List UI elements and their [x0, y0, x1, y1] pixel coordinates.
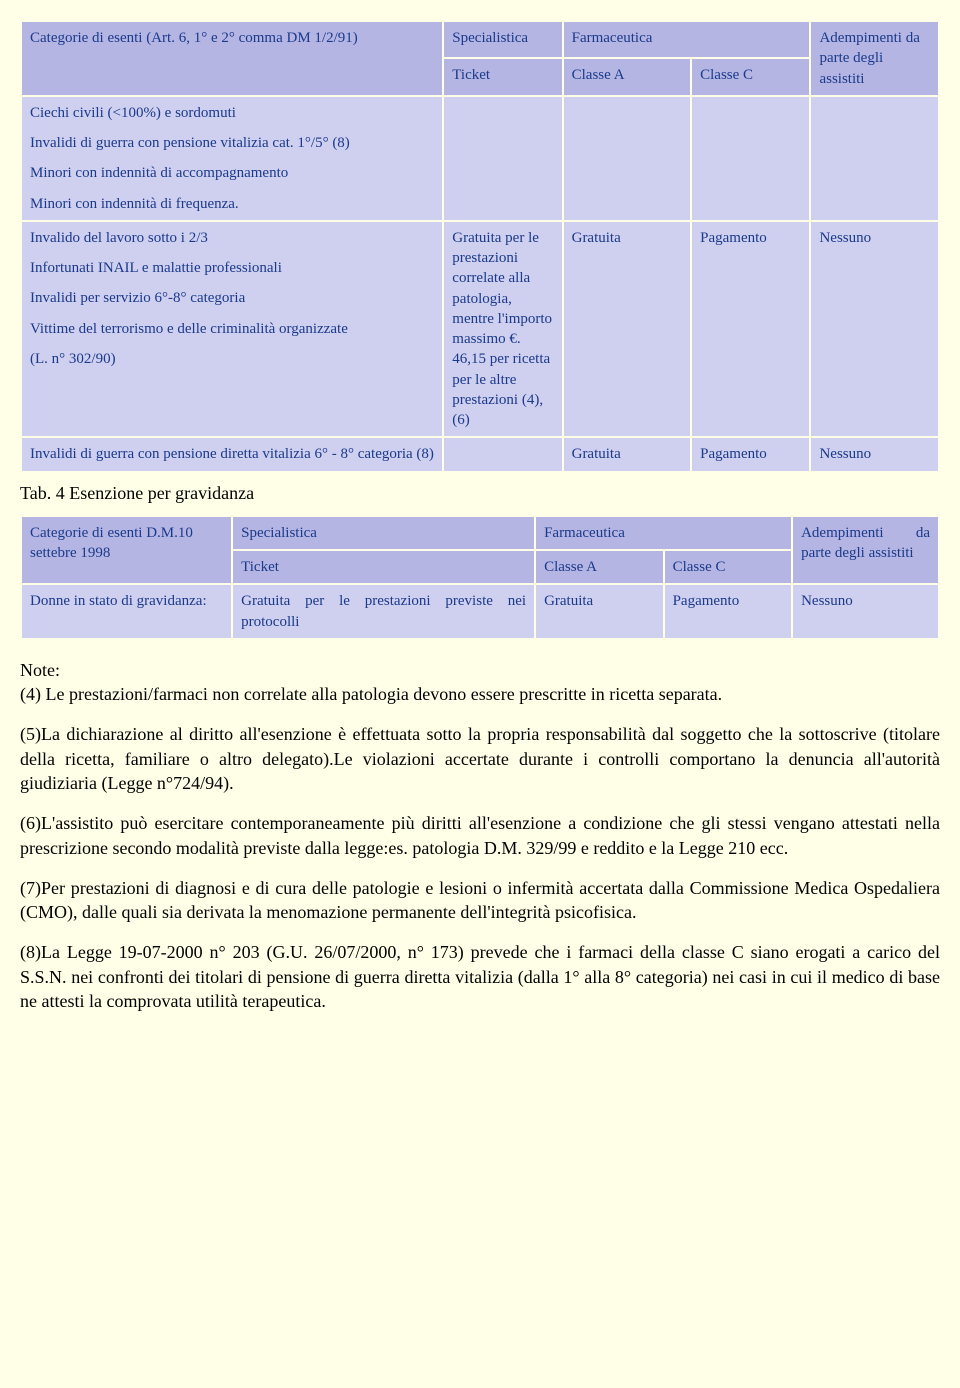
note-7: (7)Per prestazioni di diagnosi e di cura… — [20, 876, 940, 925]
cell-classe-a — [563, 96, 692, 221]
table-row: Invalidi di guerra con pensione diretta … — [21, 437, 939, 471]
table-gravidanza: Categorie di esenti D.M.10 settebre 1998… — [20, 515, 940, 640]
category-text: Infortunati INAIL e malattie professiona… — [30, 258, 434, 278]
header-farmaceutica: Farmaceutica — [535, 516, 792, 550]
notes-heading: Note: — [20, 658, 940, 682]
notes-block: (4) Le prestazioni/farmaci non correlate… — [20, 682, 940, 1013]
cell-adempimenti: Nessuno — [810, 221, 939, 438]
header-categorie: Categorie di esenti (Art. 6, 1° e 2° com… — [21, 21, 443, 96]
header-specialistica: Specialistica — [443, 21, 562, 58]
header-adempimenti: Adempimenti da parte degli assistiti — [792, 516, 939, 585]
category-text: Invalido del lavoro sotto i 2/3 — [30, 228, 434, 248]
category-text: (L. n° 302/90) — [30, 349, 434, 369]
cell-classe-c — [691, 96, 810, 221]
cell-classe-a: Gratuita — [535, 584, 664, 639]
note-6: (6)L'assistito può esercitare contempora… — [20, 811, 940, 860]
category-text: Invalidi per servizio 6°-8° categoria — [30, 288, 434, 308]
header-classe-a: Classe A — [535, 550, 664, 584]
cell-classe-c: Pagamento — [664, 584, 793, 639]
category-text: Invalidi di guerra con pensione vitalizi… — [30, 133, 434, 153]
header-categorie: Categorie di esenti D.M.10 settebre 1998 — [21, 516, 232, 585]
cell-categories: Donne in stato di gravidanza: — [21, 584, 232, 639]
cell-categories: Invalidi di guerra con pensione diretta … — [21, 437, 443, 471]
header-adempimenti: Adempimenti da parte degli assistiti — [810, 21, 939, 96]
cell-classe-a: Gratuita — [563, 437, 692, 471]
note-8: (8)La Legge 19-07-2000 n° 203 (G.U. 26/0… — [20, 940, 940, 1013]
category-text: Vittime del terrorismo e delle criminali… — [30, 319, 434, 339]
header-classe-c: Classe C — [691, 58, 810, 95]
cell-categories: Invalido del lavoro sotto i 2/3 Infortun… — [21, 221, 443, 438]
cell-adempimenti: Nessuno — [810, 437, 939, 471]
cell-ticket: Gratuita per le prestazioni previste nei… — [232, 584, 535, 639]
note-4: (4) Le prestazioni/farmaci non correlate… — [20, 682, 940, 706]
cell-categories: Ciechi civili (<100%) e sordomuti Invali… — [21, 96, 443, 221]
cell-ticket — [443, 437, 562, 471]
table-row: Donne in stato di gravidanza: Gratuita p… — [21, 584, 939, 639]
header-farmaceutica: Farmaceutica — [563, 21, 811, 58]
note-5: (5)La dichiarazione al diritto all'esenz… — [20, 722, 940, 795]
cell-ticket — [443, 96, 562, 221]
table-row: Categorie di esenti (Art. 6, 1° e 2° com… — [21, 21, 939, 58]
table-row: Ciechi civili (<100%) e sordomuti Invali… — [21, 96, 939, 221]
header-classe-c: Classe C — [664, 550, 793, 584]
header-classe-a: Classe A — [563, 58, 692, 95]
cell-ticket: Gratuita per le prestazioni correlate al… — [443, 221, 562, 438]
category-text: Invalidi di guerra con pensione diretta … — [30, 444, 434, 464]
table-caption: Tab. 4 Esenzione per gravidanza — [20, 481, 940, 505]
table-row: Categorie di esenti D.M.10 settebre 1998… — [21, 516, 939, 550]
category-text: Minori con indennità di accompagnamento — [30, 163, 434, 183]
category-text: Minori con indennità di frequenza. — [30, 194, 434, 214]
category-text: Ciechi civili (<100%) e sordomuti — [30, 103, 434, 123]
cell-classe-c: Pagamento — [691, 437, 810, 471]
cell-classe-c: Pagamento — [691, 221, 810, 438]
table-row: Invalido del lavoro sotto i 2/3 Infortun… — [21, 221, 939, 438]
header-specialistica: Specialistica — [232, 516, 535, 550]
table-esenzioni: Categorie di esenti (Art. 6, 1° e 2° com… — [20, 20, 940, 473]
cell-adempimenti: Nessuno — [792, 584, 939, 639]
header-ticket: Ticket — [443, 58, 562, 95]
header-ticket: Ticket — [232, 550, 535, 584]
cell-classe-a: Gratuita — [563, 221, 692, 438]
cell-adempimenti — [810, 96, 939, 221]
